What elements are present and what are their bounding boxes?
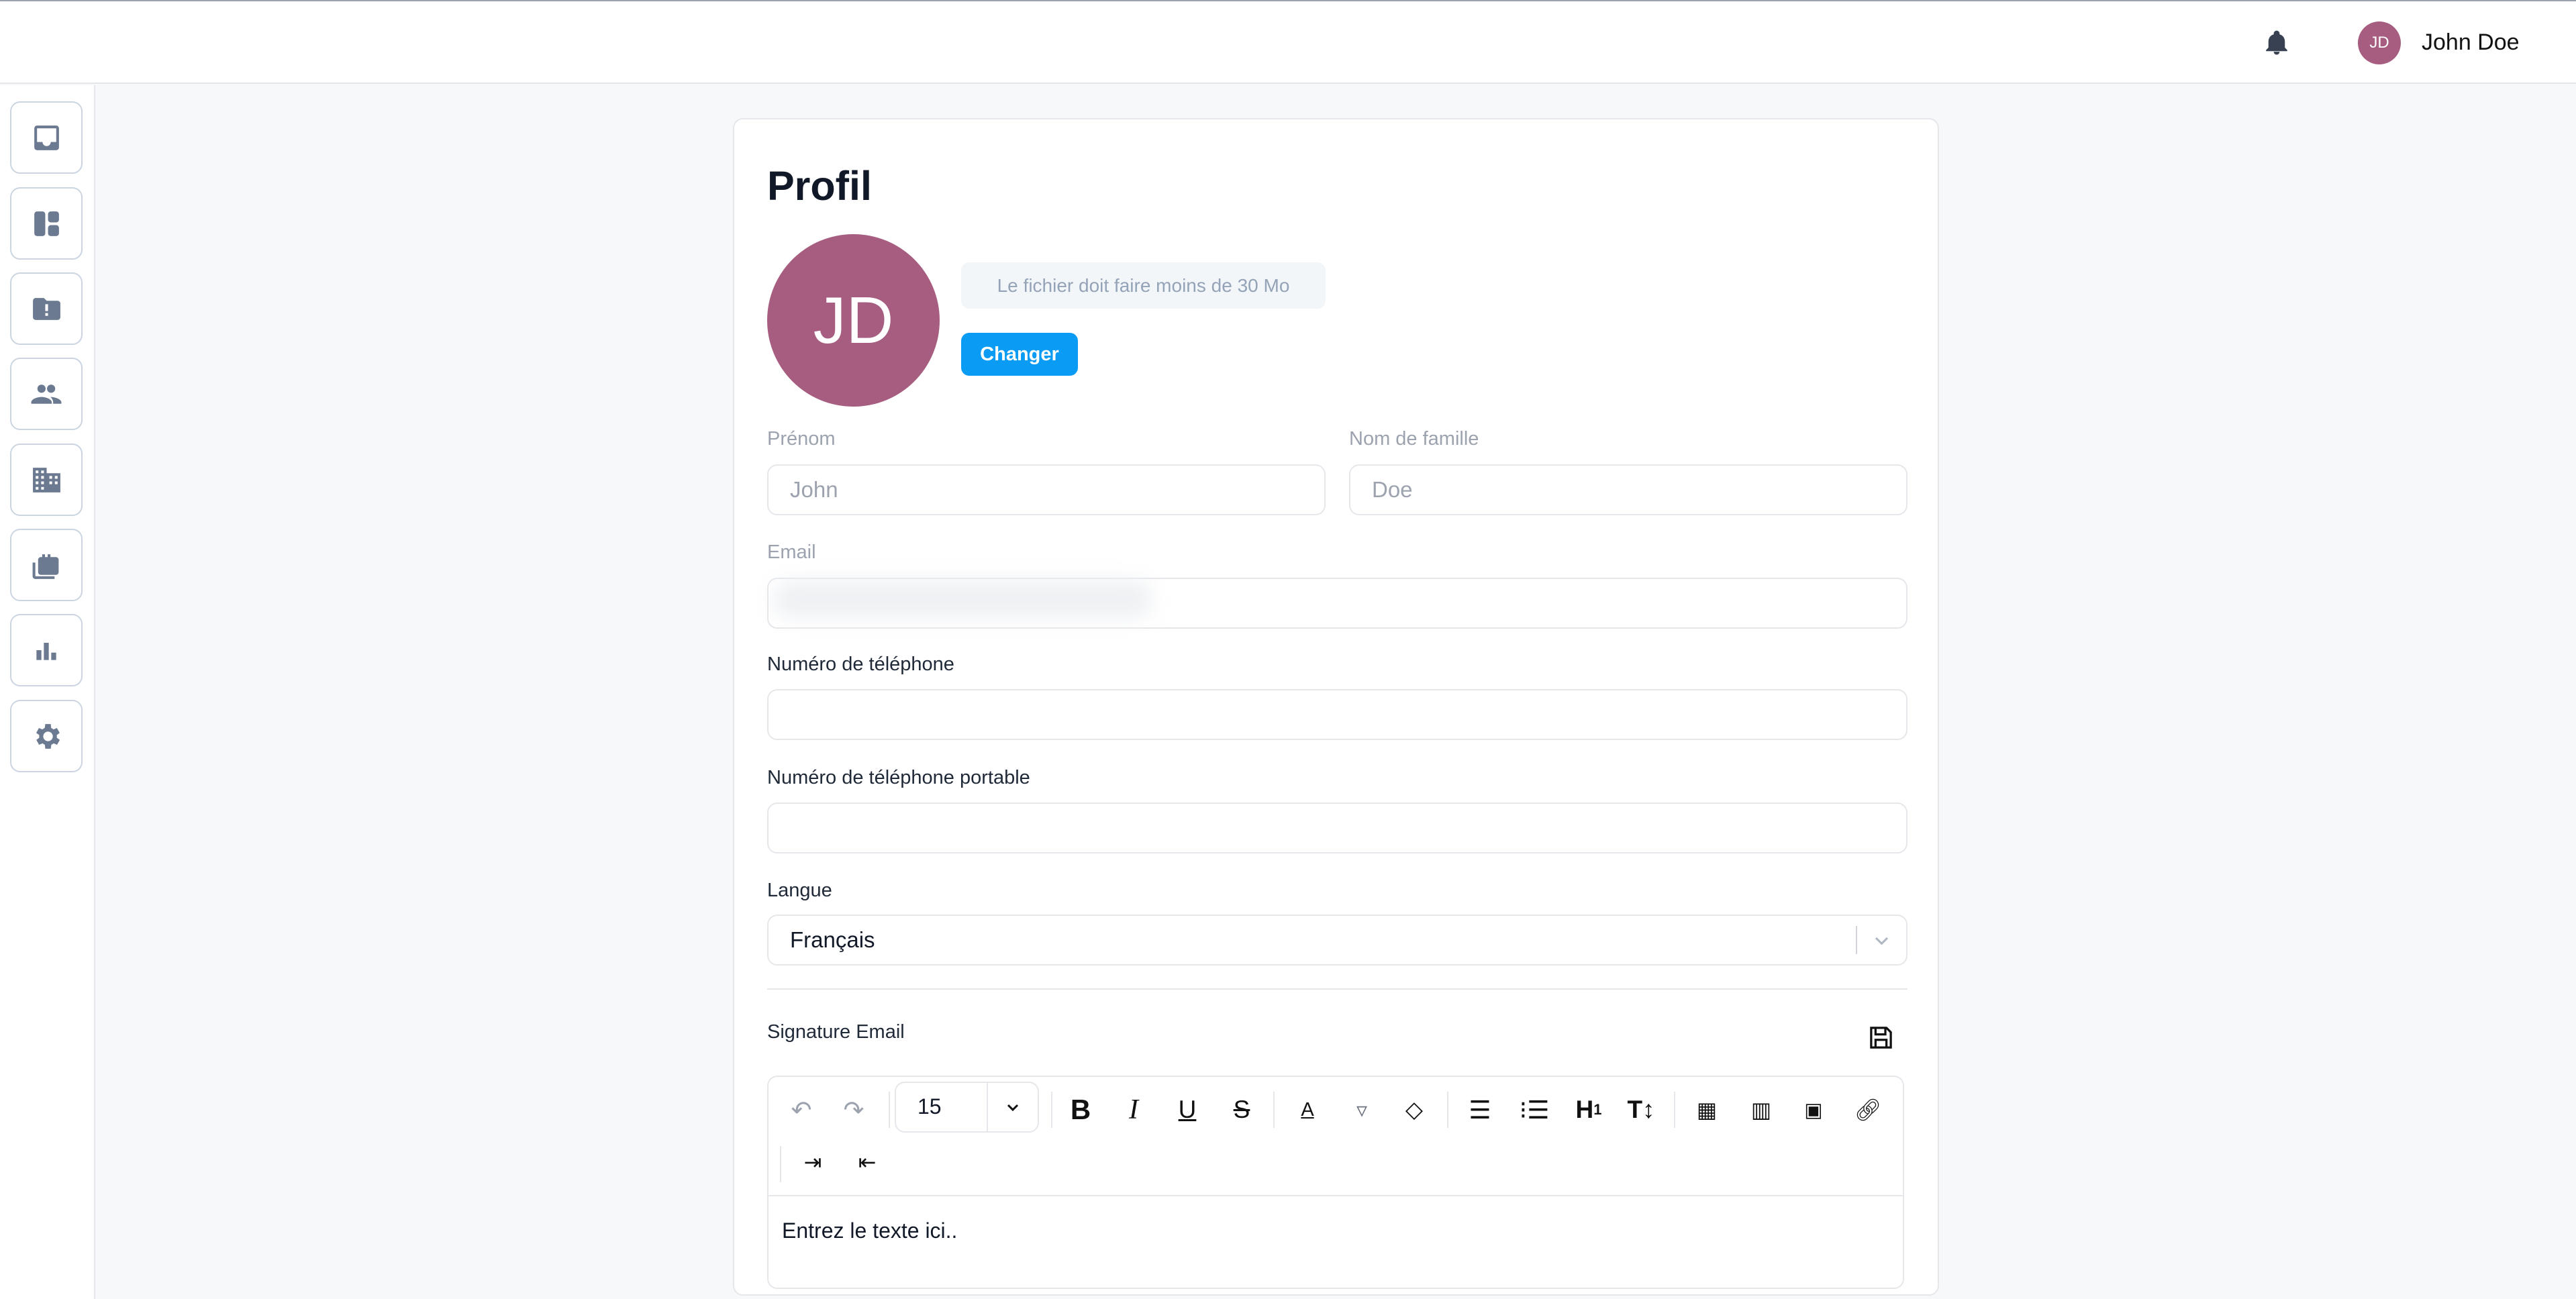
last-name-label: Nom de famille — [1349, 428, 1479, 450]
avatar[interactable]: JD — [2358, 21, 2401, 64]
toolbar-separator — [889, 1092, 890, 1128]
link-icon[interactable]: 🔗︎ — [1854, 1098, 1882, 1122]
sidebar-item-settings[interactable] — [10, 700, 83, 772]
chevron-down-icon — [1007, 1104, 1019, 1112]
email-redacted — [774, 581, 1152, 617]
font-size-value: 15 — [918, 1094, 942, 1119]
bullet-list-icon[interactable]: ⁝☰ — [1519, 1096, 1550, 1124]
language-label: Langue — [767, 880, 832, 901]
bar-chart-icon — [36, 643, 56, 660]
change-avatar-button[interactable]: Changer — [961, 333, 1078, 376]
highlight-icon[interactable]: ▿ — [1356, 1098, 1368, 1122]
folder-alert-icon — [32, 297, 60, 320]
file-size-hint: Le fichier doit faire moins de 30 Mo — [961, 262, 1326, 309]
columns-icon[interactable]: ▥ — [1750, 1098, 1772, 1122]
sidebar — [0, 85, 95, 1299]
dashboard-icon — [34, 211, 59, 236]
toolbar-divider — [769, 1195, 1903, 1196]
underline-icon[interactable]: U — [1178, 1096, 1197, 1123]
profile-card: Profil JD Le fichier doit faire moins de… — [733, 118, 1939, 1296]
strikethrough-icon[interactable]: S — [1233, 1096, 1250, 1123]
italic-icon[interactable]: I — [1129, 1094, 1138, 1125]
undo-icon[interactable]: ↶ — [791, 1096, 812, 1124]
line-height-icon[interactable]: T↕ — [1627, 1096, 1655, 1123]
language-select[interactable]: Français — [767, 915, 1908, 966]
divider — [767, 988, 1908, 990]
toolbar-separator — [1447, 1092, 1448, 1128]
indent-icon[interactable]: ⇥ — [803, 1150, 822, 1174]
inbox-icon — [34, 125, 59, 150]
select-separator — [1856, 926, 1857, 954]
sidebar-item-stats[interactable] — [10, 614, 83, 686]
toolbar-separator — [780, 1146, 781, 1182]
toolbar-separator — [1674, 1092, 1675, 1128]
align-center-icon[interactable]: ☰ — [1469, 1096, 1491, 1124]
people-icon — [31, 384, 62, 404]
table-icon[interactable]: ▦ — [1696, 1098, 1718, 1122]
first-name-label: Prénom — [767, 428, 836, 450]
sidebar-item-jobs[interactable] — [10, 529, 83, 601]
phone-label: Numéro de téléphone — [767, 654, 954, 675]
user-name[interactable]: John Doe — [2422, 30, 2520, 55]
redo-icon[interactable]: ↷ — [843, 1096, 864, 1124]
sidebar-item-folder[interactable] — [10, 272, 83, 345]
image-icon[interactable]: ▣ — [1804, 1099, 1823, 1121]
mobile-label: Numéro de téléphone portable — [767, 767, 1030, 788]
select-separator — [987, 1083, 988, 1131]
bell-icon[interactable] — [2263, 28, 2291, 62]
language-value: Français — [790, 927, 875, 952]
building-icon — [32, 467, 60, 492]
sidebar-item-dashboard[interactable] — [10, 187, 83, 260]
font-color-icon[interactable]: A — [1301, 1098, 1314, 1121]
font-size-select[interactable]: 15 — [895, 1082, 1039, 1133]
phone-input[interactable] — [767, 689, 1908, 740]
toolbar-separator — [1051, 1092, 1052, 1128]
email-label: Email — [767, 541, 816, 563]
signature-label: Signature Email — [767, 1021, 905, 1043]
bold-icon[interactable]: B — [1070, 1094, 1091, 1125]
briefcase-icon — [32, 554, 59, 579]
sidebar-item-people[interactable] — [10, 358, 83, 430]
save-icon[interactable] — [1868, 1025, 1894, 1051]
gear-icon — [36, 723, 60, 749]
signature-text-area[interactable]: Entrez le texte ici.. — [782, 1218, 958, 1243]
profile-avatar: JD — [767, 234, 940, 407]
toolbar-separator — [1273, 1092, 1275, 1128]
chevron-down-icon — [1875, 937, 1889, 945]
sidebar-item-company[interactable] — [10, 444, 83, 516]
mobile-input[interactable] — [767, 802, 1908, 853]
outdent-icon[interactable]: ⇤ — [858, 1150, 877, 1174]
top-header: JD John Doe — [0, 0, 2576, 84]
sidebar-item-inbox[interactable] — [10, 101, 83, 174]
clear-format-icon[interactable]: ◇ — [1405, 1097, 1424, 1123]
last-name-input[interactable]: Doe — [1349, 464, 1908, 515]
first-name-input[interactable]: John — [767, 464, 1326, 515]
page-title: Profil — [767, 163, 872, 209]
